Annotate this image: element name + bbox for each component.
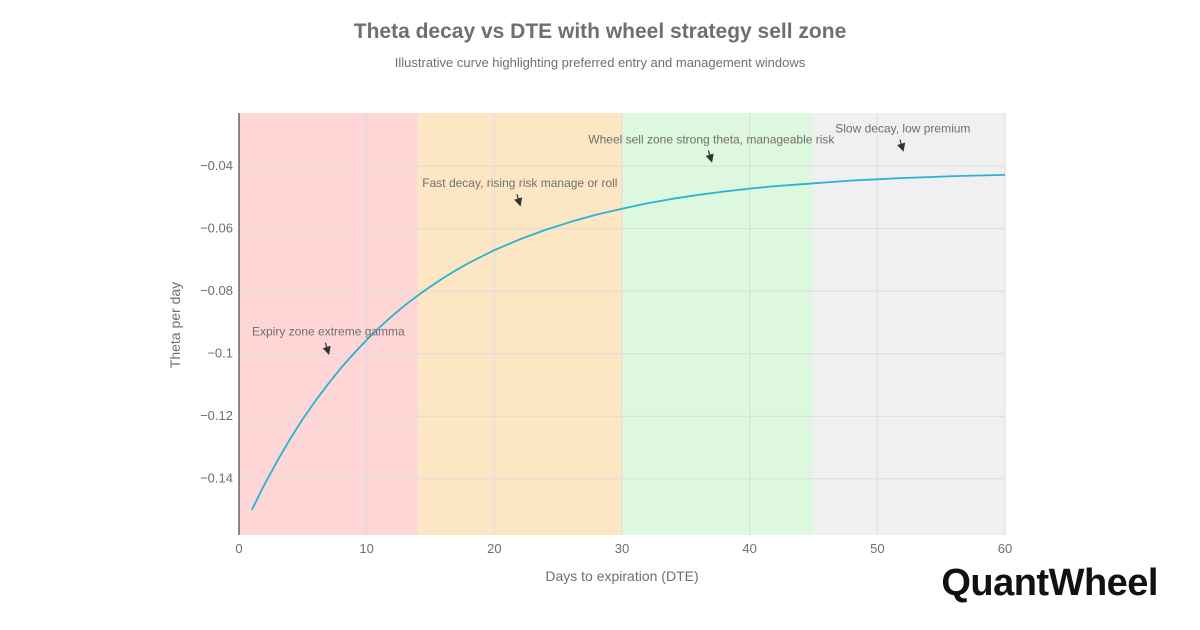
y-tick-label-2: −0.1 — [207, 346, 233, 361]
x-tick-label-4: 40 — [742, 541, 756, 556]
annotation-arrow-1 — [514, 194, 523, 207]
annotation-0: Expiry zone extreme gamma — [252, 325, 405, 355]
theta-curve-line — [250, 174, 1006, 511]
x-tick-label-0: 0 — [235, 541, 242, 556]
y-tick-label-5: −0.04 — [200, 158, 233, 173]
zone-band-3 — [813, 113, 1005, 535]
annotation-2: Wheel sell zone strong theta, manageable… — [588, 132, 835, 163]
annotation-arrow-0 — [322, 342, 331, 355]
annotation-arrow-3 — [897, 139, 906, 152]
chart-subtitle: Illustrative curve highlighting preferre… — [394, 55, 806, 70]
annotation-3: Slow decay, low premium — [835, 122, 970, 152]
annotation-label-3: Slow decay, low premium — [835, 122, 970, 136]
annotation-label-2: Wheel sell zone strong theta, manageable… — [588, 132, 835, 146]
annotation-label-0: Expiry zone extreme gamma — [252, 325, 405, 339]
zones-layer — [239, 113, 1005, 535]
y-tick-label-4: −0.06 — [200, 221, 233, 236]
y-tick-label-3: −0.08 — [200, 283, 233, 298]
x-tick-label-5: 50 — [870, 541, 884, 556]
x-tick-label-3: 30 — [615, 541, 629, 556]
x-tick-label-6: 60 — [998, 541, 1012, 556]
quantwheel-logo: QuantWheel — [941, 562, 1158, 604]
grid-layer — [239, 113, 1006, 535]
chart-title: Theta decay vs DTE with wheel strategy s… — [353, 20, 847, 43]
annotation-label-1: Fast decay, rising risk manage or roll — [422, 176, 617, 190]
annotation-1: Fast decay, rising risk manage or roll — [422, 176, 617, 207]
x-tick-label-2: 20 — [487, 541, 501, 556]
annotation-layer: Expiry zone extreme gamma Fast decay, ris… — [252, 122, 970, 355]
zone-band-1 — [417, 113, 622, 535]
y-tick-label-1: −0.12 — [200, 408, 233, 423]
x-tick-label-1: 10 — [359, 541, 373, 556]
axis-layer: 0 10 20 30 40 50 60 −0.14 −0.12 −0.1 −0.08 −0.06 −0.… — [200, 113, 1012, 556]
annotation-arrow-2 — [705, 150, 714, 163]
y-axis-label: Theta per day — [167, 282, 183, 368]
zone-band-0 — [239, 113, 418, 535]
y-tick-label-0: −0.14 — [200, 471, 233, 486]
x-axis-label: Days to expiration (DTE) — [545, 568, 698, 584]
series-layer — [250, 174, 1006, 511]
zone-band-2 — [622, 113, 814, 535]
